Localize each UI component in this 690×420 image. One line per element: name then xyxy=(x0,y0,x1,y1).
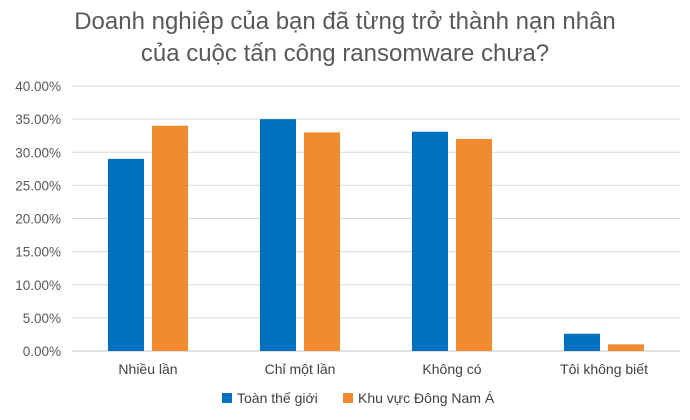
bar-world xyxy=(108,158,144,351)
y-tick-label: 20.00% xyxy=(15,212,61,227)
legend: Toàn thế giới Khu vực Đông Nam Á xyxy=(222,390,495,406)
bar-world xyxy=(412,131,448,351)
bar-world xyxy=(260,119,296,351)
bar-sea xyxy=(152,125,188,351)
x-category-label: Nhiều lần xyxy=(118,361,177,377)
y-axis: 0.00% 5.00% 10.00% 15.00% 20.00% 25.00% 30.00%… xyxy=(15,79,61,359)
bar-sea xyxy=(608,344,644,351)
y-tick-label: 10.00% xyxy=(15,278,61,293)
y-tick-label: 35.00% xyxy=(15,112,61,127)
legend-swatch xyxy=(343,393,353,403)
legend-label: Toàn thế giới xyxy=(237,390,318,406)
x-axis: Nhiều lần Chỉ một lần Không có Tôi không bi… xyxy=(118,361,648,377)
y-tick-label: 5.00% xyxy=(23,311,61,326)
y-tick-label: 15.00% xyxy=(15,245,61,260)
x-category-label: Không có xyxy=(422,361,481,377)
chart-title-line-2: của cuộc tấn công ransomware chưa? xyxy=(140,40,550,67)
x-category-label: Tôi không biết xyxy=(560,361,648,377)
bar-world xyxy=(564,333,600,351)
y-tick-label: 25.00% xyxy=(15,178,61,193)
y-tick-label: 30.00% xyxy=(15,145,61,160)
y-tick-label: 0.00% xyxy=(23,344,61,359)
chart-title: Doanh nghiệp của bạn đã từng trở thành n… xyxy=(0,6,690,70)
x-category-label: Chỉ một lần xyxy=(265,361,336,377)
bar-sea xyxy=(304,132,340,351)
legend-swatch xyxy=(222,393,232,403)
bar-sea xyxy=(456,139,492,351)
y-tick-label: 40.00% xyxy=(15,79,61,94)
bars xyxy=(108,119,644,351)
chart-title-line-1: Doanh nghiệp của bạn đã từng trở thành n… xyxy=(74,8,616,35)
legend-label: Khu vực Đông Nam Á xyxy=(358,390,495,406)
